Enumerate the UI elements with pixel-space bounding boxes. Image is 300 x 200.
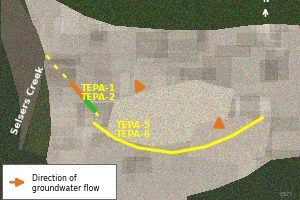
Text: TEPA-1: TEPA-1 [81,84,116,93]
Text: Direction of
groundwater flow: Direction of groundwater flow [32,173,100,192]
Text: Selsers Creek: Selsers Creek [11,65,46,135]
Text: TEPA-5: TEPA-5 [116,120,151,129]
Text: TEPA-2: TEPA-2 [81,93,116,102]
Text: N: N [262,0,269,4]
Text: esri: esri [280,190,292,196]
Bar [2,164,116,199]
Text: TEPA-6: TEPA-6 [116,129,151,138]
